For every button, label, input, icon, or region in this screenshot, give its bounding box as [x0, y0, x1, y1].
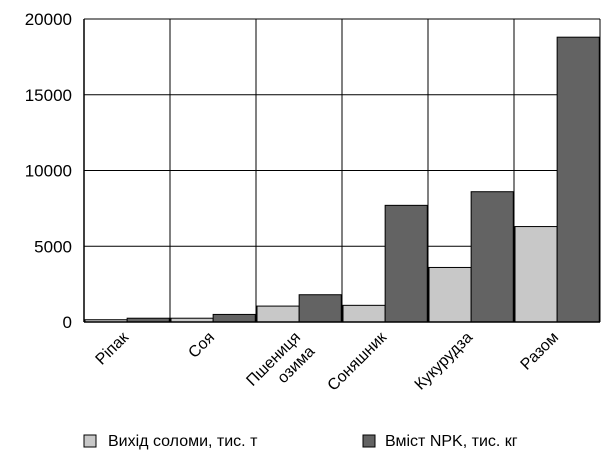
legend: Вихід соломи, тис. т Вміст NPK, тис. кг: [83, 433, 518, 450]
x-tick-label-line: Соя: [185, 329, 218, 362]
bar-npk: [470, 191, 514, 323]
x-tick-label: Кукурудза: [412, 329, 476, 393]
bar-npk: [384, 204, 428, 323]
y-tick-label: 10000: [25, 162, 72, 181]
x-tick-label: Ріпак: [93, 328, 133, 368]
y-tick-label: 5000: [34, 237, 72, 256]
bar-straw: [256, 305, 300, 323]
x-tick-label-line: Кукурудза: [412, 329, 476, 393]
bar-straw: [428, 266, 472, 323]
y-tick-label: 15000: [25, 86, 72, 105]
y-tick-labels: 0 5000 10000 15000 20000: [25, 10, 72, 332]
axes: [83, 19, 600, 323]
x-tick-label-line: Соняшник: [325, 328, 391, 394]
bar-npk: [556, 36, 600, 323]
legend-label-npk: Вміст NPK, тис. кг: [385, 433, 518, 450]
bar-npk: [298, 294, 342, 323]
x-tick-label-line: Разом: [518, 329, 562, 373]
bar-straw: [342, 304, 386, 323]
legend-label-straw: Вихід соломи, тис. т: [108, 433, 258, 450]
bars: [84, 36, 600, 323]
y-tick-label: 0: [63, 313, 72, 332]
x-tick-label: Соняшник: [325, 328, 391, 394]
bar-straw: [514, 226, 558, 323]
y-tick-label: 20000: [25, 10, 72, 29]
legend-swatch-straw: [83, 434, 97, 448]
legend-swatch-npk: [362, 434, 376, 448]
x-tick-label: Разом: [518, 329, 562, 373]
x-tick-label-line: Ріпак: [93, 328, 133, 368]
bar-npk: [212, 313, 256, 323]
x-tick-label: Соя: [185, 329, 218, 362]
